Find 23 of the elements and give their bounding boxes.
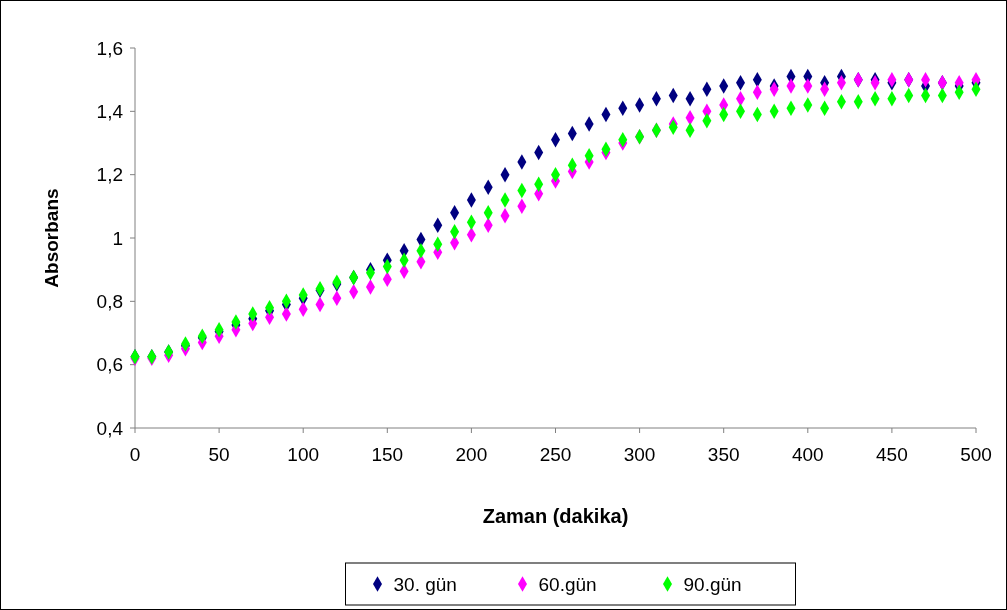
legend-label: 30. gün	[393, 573, 457, 595]
y-axis-title: Absorbans	[41, 188, 62, 288]
x-tick-label: 400	[791, 444, 824, 465]
x-tick-label: 300	[623, 444, 656, 465]
x-tick-label: 50	[208, 444, 230, 465]
x-tick-label: 0	[129, 444, 141, 465]
y-tick-label: 1	[112, 227, 123, 249]
x-tick-label: 100	[287, 444, 320, 465]
y-tick-label: 1,4	[96, 100, 124, 122]
y-tick-label: 1,2	[96, 164, 123, 186]
x-tick-label: 250	[539, 444, 572, 465]
legend-label: 90.gün	[683, 573, 742, 595]
y-tick-label: 1,6	[96, 37, 123, 59]
x-tick-label: 500	[960, 444, 992, 465]
y-tick-label: 0,4	[96, 417, 124, 439]
x-tick-label: 450	[876, 444, 908, 465]
y-tick-label: 0,8	[96, 290, 123, 312]
legend-label: 60.gün	[538, 573, 597, 595]
x-tick-label: 150	[371, 444, 404, 465]
x-tick-label: 350	[707, 444, 740, 465]
x-axis-title: Zaman (dakika)	[482, 505, 629, 527]
x-tick-label: 200	[455, 444, 488, 465]
y-tick-label: 0,6	[96, 354, 123, 376]
